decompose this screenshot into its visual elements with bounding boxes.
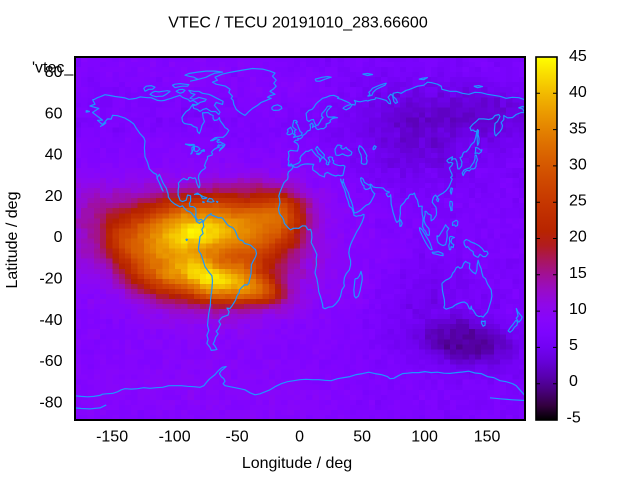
svg-text:VTEC / TECU 20191010_283.66600: VTEC / TECU 20191010_283.66600 xyxy=(168,15,428,32)
svg-text:-5: -5 xyxy=(567,409,581,426)
svg-text:35: 35 xyxy=(569,120,587,137)
svg-text:-50: -50 xyxy=(226,429,249,446)
svg-text:Latitude / deg: Latitude / deg xyxy=(4,192,21,289)
svg-text:5: 5 xyxy=(569,337,578,354)
svg-text:-60: -60 xyxy=(39,353,62,370)
svg-text:Longitude / deg: Longitude / deg xyxy=(242,455,352,472)
svg-text:0: 0 xyxy=(54,229,63,246)
svg-text:0: 0 xyxy=(295,429,304,446)
svg-text:0: 0 xyxy=(569,373,578,390)
svg-text:45: 45 xyxy=(569,48,587,65)
svg-text:50: 50 xyxy=(353,429,371,446)
svg-text:-80: -80 xyxy=(39,394,62,411)
svg-text:40: 40 xyxy=(45,147,63,164)
svg-text:-100: -100 xyxy=(159,429,191,446)
svg-text:20: 20 xyxy=(45,188,63,205)
svg-text:-150: -150 xyxy=(96,429,128,446)
svg-text:-40: -40 xyxy=(39,312,62,329)
svg-text:'vtec_: 'vtec_ xyxy=(32,60,74,77)
svg-text:60: 60 xyxy=(45,105,63,122)
svg-text:30: 30 xyxy=(569,157,587,174)
svg-text:20: 20 xyxy=(569,229,587,246)
svg-text:-20: -20 xyxy=(39,271,62,288)
svg-text:25: 25 xyxy=(569,193,587,210)
svg-text:15: 15 xyxy=(569,265,587,282)
svg-text:150: 150 xyxy=(474,429,501,446)
svg-text:40: 40 xyxy=(569,84,587,101)
svg-text:80: 80 xyxy=(45,64,63,81)
svg-text:100: 100 xyxy=(411,429,438,446)
svg-text:10: 10 xyxy=(569,301,587,318)
